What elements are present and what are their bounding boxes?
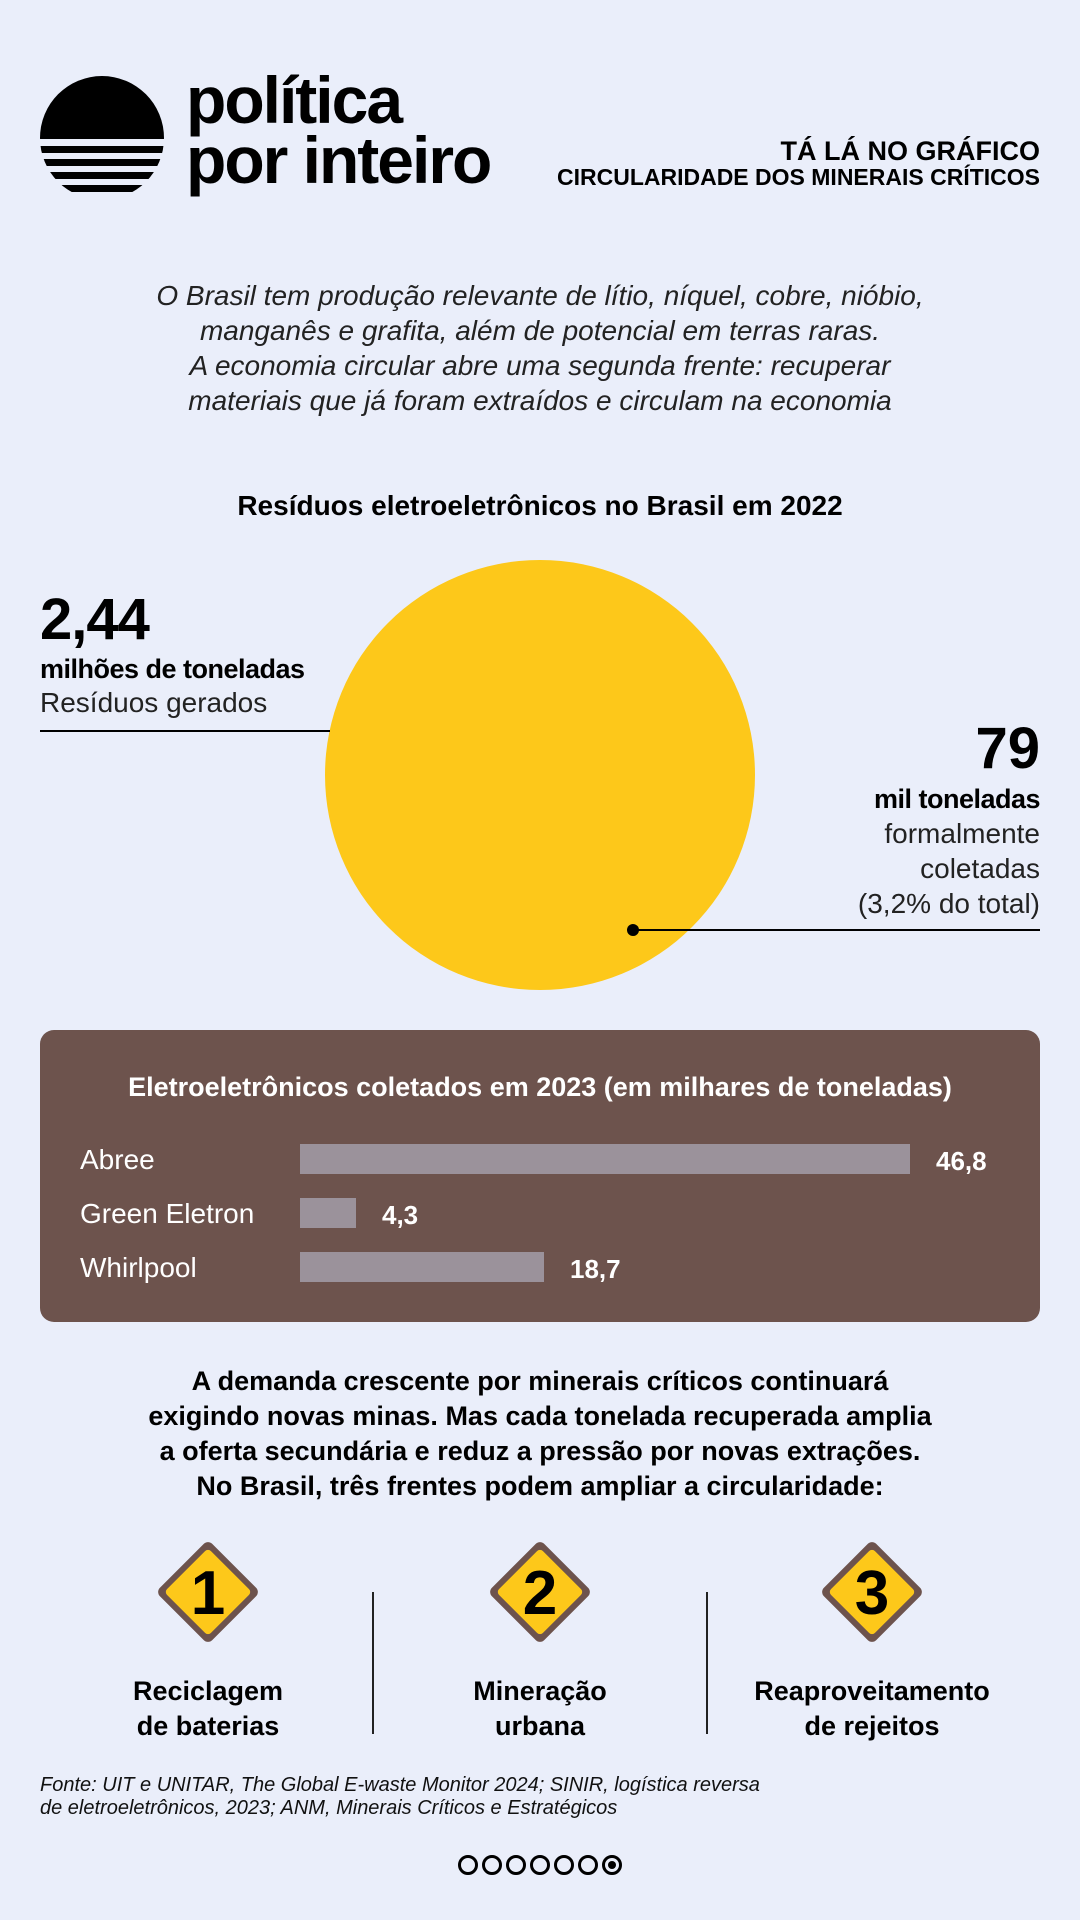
conclusion-line: a oferta secundária e reduz a pressão po… — [159, 1436, 921, 1466]
logo-sun-icon — [40, 76, 164, 192]
bar-row: Whirlpool 18,7 — [40, 1250, 1040, 1290]
brand-line-1: política — [186, 63, 403, 137]
bar-chart-title: Eletroeletrônicos coletados em 2023 (em … — [128, 1072, 952, 1102]
front-label: Mineração urbana — [380, 1674, 700, 1744]
collected-waste-unit: mil toneladas — [873, 784, 1041, 814]
source-line: Fonte: UIT e UNITAR, The Global E-waste … — [40, 1774, 760, 1796]
front-number: 3 — [855, 1559, 889, 1628]
generated-waste-circle — [325, 560, 755, 990]
warning-sign-icon: 1 — [158, 1542, 258, 1642]
generated-waste-number: 2,44 — [40, 587, 150, 652]
collected-desc-line: (3,2% do total) — [857, 888, 1040, 919]
pager-dot[interactable] — [506, 1855, 526, 1875]
front-label-line: de rejeitos — [804, 1711, 940, 1741]
collected-desc-line: formalmente — [884, 818, 1040, 849]
front-item-1: 1 Reciclagem de baterias — [48, 1530, 368, 1744]
bar-value-label: 18,7 — [570, 1254, 621, 1284]
conclusion-line: A demanda crescente por minerais crítico… — [191, 1366, 889, 1396]
waste-circle-chart — [40, 560, 1040, 990]
pager-dot[interactable] — [482, 1855, 502, 1875]
source-line: de eletroeletrônicos, 2023; ANM, Minerai… — [40, 1797, 618, 1819]
bar-value-label: 4,3 — [382, 1200, 419, 1230]
collected-waste-stat: 79 mil toneladas formalmente coletadas (… — [858, 716, 1041, 921]
front-label-line: Reaproveitamento — [754, 1676, 990, 1706]
intro-line: A economia circular abre uma segunda fre… — [189, 350, 891, 381]
generated-waste-stat: 2,44 milhões de toneladas Resíduos gerad… — [40, 588, 305, 720]
divider — [372, 1592, 374, 1734]
front-label-line: de baterias — [136, 1711, 280, 1741]
generated-waste-desc: Resíduos gerados — [40, 687, 268, 718]
bar-row: Green Eletron 4,3 — [40, 1196, 1040, 1236]
collected-waste-dot — [627, 924, 639, 936]
bar-category-label: Abree — [80, 1144, 155, 1175]
brand-line-2: por inteiro — [186, 123, 492, 197]
front-item-2: 2 Mineração urbana — [380, 1530, 700, 1744]
warning-sign-icon: 3 — [822, 1542, 922, 1642]
intro-line: manganês e grafita, além de potencial em… — [199, 315, 881, 346]
pager-dot[interactable] — [554, 1855, 574, 1875]
brand-name: política por inteiro — [186, 63, 492, 197]
bar — [300, 1198, 356, 1228]
front-number: 1 — [191, 1559, 225, 1628]
circle-chart-title: Resíduos eletroeletrônicos no Brasil em … — [237, 490, 843, 521]
divider — [706, 1592, 708, 1734]
pager-dot[interactable] — [578, 1855, 598, 1875]
bar-value-label: 46,8 — [936, 1146, 987, 1176]
bar — [300, 1144, 910, 1174]
bar-category-label: Whirlpool — [80, 1252, 197, 1283]
bar-row: Abree 46,8 — [40, 1142, 1040, 1182]
pager-dot[interactable] — [458, 1855, 478, 1875]
source-note: Fonte: UIT e UNITAR, The Global E-waste … — [40, 1774, 760, 1820]
bar — [300, 1252, 544, 1282]
warning-sign-icon: 2 — [490, 1542, 590, 1642]
section-kicker: TÁ LÁ NO GRÁFICO CIRCULARIDADE DOS MINER… — [556, 136, 1040, 191]
kicker-topic: CIRCULARIDADE DOS MINERAIS CRÍTICOS — [556, 164, 1040, 190]
collected-desc-line: coletadas — [920, 853, 1040, 884]
front-label: Reaproveitamento de rejeitos — [712, 1674, 1032, 1744]
conclusion-paragraph: A demanda crescente por minerais crítico… — [60, 1364, 1020, 1504]
front-label-line: Mineração — [473, 1676, 607, 1706]
collected-waste-number: 79 — [975, 716, 1040, 781]
pager-dot[interactable] — [530, 1855, 550, 1875]
intro-paragraph: O Brasil tem produção relevante de lítio… — [60, 278, 1020, 418]
front-label: Reciclagem de baterias — [48, 1674, 368, 1744]
intro-line: materiais que já foram extraídos e circu… — [188, 385, 892, 416]
intro-line: O Brasil tem produção relevante de lítio… — [156, 280, 924, 311]
conclusion-line: No Brasil, três frentes podem ampliar a … — [196, 1471, 884, 1501]
generated-waste-unit: milhões de toneladas — [40, 654, 305, 684]
kicker-label: TÁ LÁ NO GRÁFICO — [780, 136, 1040, 166]
pager-dot[interactable] — [602, 1855, 622, 1875]
front-item-3: 3 Reaproveitamento de rejeitos — [712, 1530, 1032, 1744]
collected-2023-panel: Eletroeletrônicos coletados em 2023 (em … — [40, 1030, 1040, 1322]
front-label-line: Reciclagem — [132, 1676, 284, 1706]
carousel-pager[interactable] — [0, 1855, 1080, 1875]
conclusion-line: exigindo novas minas. Mas cada tonelada … — [148, 1401, 932, 1431]
bar-category-label: Green Eletron — [80, 1198, 255, 1229]
front-label-line: urbana — [494, 1711, 586, 1741]
collected-waste-desc: formalmente coletadas (3,2% do total) — [858, 816, 1040, 921]
front-number: 2 — [523, 1559, 557, 1628]
